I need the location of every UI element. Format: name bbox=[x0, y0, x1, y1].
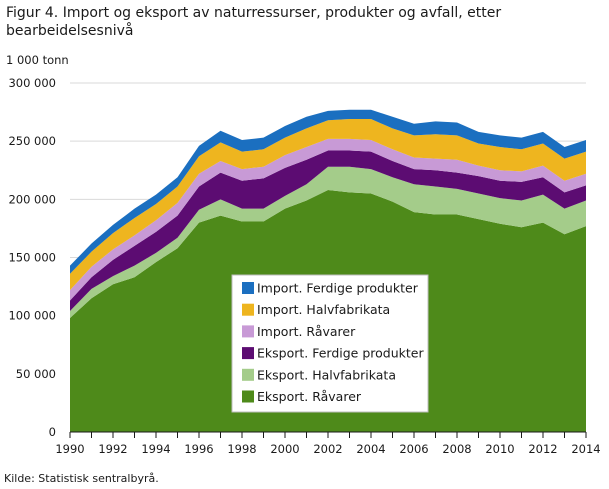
area-series bbox=[70, 119, 586, 291]
x-tick-label: 2004 bbox=[356, 442, 385, 456]
x-tick-label: 1994 bbox=[141, 442, 170, 456]
x-tick-label: 2000 bbox=[270, 442, 299, 456]
x-tick-label: 1992 bbox=[98, 442, 127, 456]
area-series bbox=[70, 150, 586, 312]
y-tick-label: 150 000 bbox=[8, 251, 56, 265]
x-tick-label: 2002 bbox=[313, 442, 342, 456]
chart-title: Figur 4. Import og eksport av naturressu… bbox=[6, 5, 502, 39]
legend-label: Eksport. Ferdige produkter bbox=[257, 346, 424, 361]
legend: Import. Ferdige produkter Import. Halvfab… bbox=[231, 274, 429, 413]
axes: 0 50 000 100 000 150 000 200 000 250 000 300 0… bbox=[8, 76, 600, 456]
y-tick-label: 50 000 bbox=[16, 367, 56, 381]
legend-swatch bbox=[242, 347, 254, 360]
area-series bbox=[70, 109, 586, 274]
legend-label: Eksport. Råvarer bbox=[257, 389, 362, 404]
legend-swatch bbox=[242, 282, 254, 294]
area-series bbox=[70, 138, 586, 301]
y-tick-label: 0 bbox=[49, 425, 56, 439]
y-tick-label: 250 000 bbox=[8, 134, 56, 148]
x-tick-label: 2008 bbox=[442, 442, 471, 456]
area-series bbox=[70, 166, 586, 318]
y-tick-label: 200 000 bbox=[8, 192, 56, 206]
legend-label: Import. Ferdige produkter bbox=[257, 281, 419, 296]
legend-swatch bbox=[242, 368, 254, 381]
x-tick-label: 2006 bbox=[399, 442, 428, 456]
x-tick-label: 2014 bbox=[571, 442, 600, 456]
source-note: Kilde: Statistisk sentralbyrå. bbox=[4, 472, 159, 485]
legend-swatch bbox=[242, 325, 254, 338]
legend-box bbox=[231, 274, 429, 413]
y-tick-label: 300 000 bbox=[8, 76, 56, 90]
x-tick-label: 2010 bbox=[485, 442, 514, 456]
x-tick-label: 1990 bbox=[55, 442, 84, 456]
legend-swatch bbox=[242, 303, 254, 316]
y-tick-label: 100 000 bbox=[8, 309, 56, 323]
x-tick-label: 1996 bbox=[184, 442, 213, 456]
legend-swatch bbox=[242, 390, 254, 403]
x-tick-label: 1998 bbox=[227, 442, 256, 456]
legend-label: Import. Halvfabrikata bbox=[257, 302, 390, 317]
y-axis-unit-label: 1 000 tonn bbox=[6, 53, 69, 67]
legend-label: Import. Råvarer bbox=[257, 324, 356, 339]
legend-label: Eksport. Halvfabrikata bbox=[257, 367, 396, 382]
x-tick-label: 2012 bbox=[528, 442, 557, 456]
